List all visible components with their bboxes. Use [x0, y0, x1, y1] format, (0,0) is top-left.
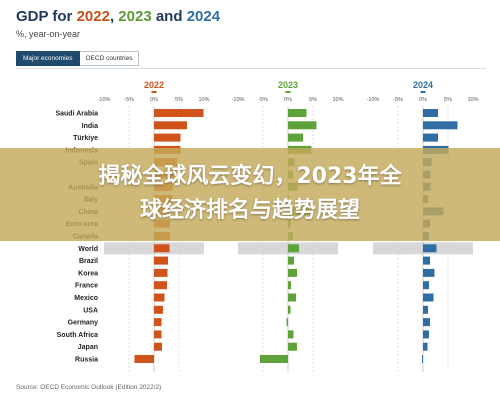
x-tick-label: 5%: [175, 97, 183, 103]
bar-2022: [134, 355, 154, 363]
chart-title: GDP for 2022, 2023 and 2024: [16, 8, 220, 25]
bar-2024: [423, 305, 428, 314]
banner-line-2: 球经济排名与趋势展望: [139, 198, 360, 223]
bar-2024: [423, 293, 434, 302]
category-label: Korea: [78, 270, 98, 277]
bar-2024: [423, 330, 429, 339]
bar-2023: [288, 305, 291, 314]
banner-line-1: 揭秘全球风云变幻，2023年全: [98, 164, 402, 189]
series-label-2023: 2023: [278, 80, 298, 90]
x-tick-label: 0%: [284, 97, 292, 103]
bar-2023: [260, 355, 288, 363]
bar-2024: [423, 281, 429, 290]
category-label: India: [82, 123, 98, 130]
series-label-2024: 2024: [413, 80, 433, 90]
x-tick-label: -5%: [393, 97, 403, 103]
bar-2023: [288, 256, 294, 265]
title-separator-1: ,: [109, 8, 119, 25]
series-marker-2022: [151, 91, 157, 93]
category-label: Brazil: [79, 258, 98, 265]
bar-2022: [154, 281, 167, 290]
x-tick-label: -5%: [258, 97, 268, 103]
bar-2022: [154, 268, 168, 277]
bar-2022: [154, 244, 170, 253]
title-year-2022: 2022: [76, 8, 110, 25]
bar-2022: [154, 133, 181, 142]
bar-2023: [288, 342, 297, 351]
x-tick-label: 0%: [419, 97, 427, 103]
overlay-banner: [0, 148, 500, 241]
bar-2023: [288, 109, 307, 117]
bar-2023: [288, 281, 291, 290]
bar-2024: [423, 256, 430, 265]
economy-tabs: Major economies OECD countries: [16, 51, 140, 66]
bar-2024: [423, 318, 430, 327]
bar-2023: [288, 293, 296, 302]
bar-2024: [423, 109, 438, 117]
bar-2024: [422, 355, 423, 363]
x-tick-label: 5%: [444, 97, 452, 103]
tab-major-economies[interactable]: Major economies: [16, 51, 80, 66]
bar-2024: [423, 268, 435, 277]
chart-subtitle: %, year-on-year: [16, 29, 81, 39]
title-separator-2: and: [151, 8, 187, 25]
bar-2023: [288, 268, 297, 277]
x-tick-label: 10%: [198, 97, 209, 103]
x-tick-label: -5%: [124, 97, 134, 103]
bar-2024: [423, 133, 438, 142]
source-note: Source: OECD Economic Outlook (Edition 2…: [16, 384, 162, 391]
x-tick-label: 10%: [467, 97, 478, 103]
bar-2022: [154, 305, 163, 314]
category-label: South Africa: [57, 332, 98, 339]
bar-2022: [154, 342, 162, 351]
bar-2024: [423, 244, 437, 253]
bar-2024: [423, 121, 458, 130]
x-tick-label: 10%: [332, 97, 343, 103]
category-label: USA: [83, 307, 98, 314]
tabs-divider: [16, 68, 486, 69]
bar-2024: [423, 342, 428, 351]
category-label: Germany: [68, 320, 98, 327]
bar-2022: [154, 121, 187, 130]
bar-2023: [288, 244, 299, 253]
category-label: Russia: [75, 357, 98, 364]
bar-2022: [154, 330, 162, 339]
category-label: France: [75, 283, 98, 290]
bar-2022: [154, 109, 204, 117]
category-label: World: [78, 246, 98, 253]
category-label: Japan: [78, 344, 98, 351]
series-marker-2024: [420, 91, 426, 93]
bar-2023: [288, 133, 303, 142]
x-tick-label: -10%: [98, 97, 111, 103]
bar-2022: [154, 318, 162, 327]
category-label: Türkiye: [73, 135, 98, 142]
title-year-2023: 2023: [118, 8, 152, 25]
title-prefix: GDP for: [16, 8, 77, 25]
title-year-2024: 2024: [186, 8, 221, 25]
bar-2023: [288, 330, 294, 339]
overlay-banner-text: 揭秘全球风云变幻，2023年全 球经济排名与趋势展望: [0, 160, 500, 228]
x-tick-label: -10%: [367, 97, 380, 103]
bar-2023: [286, 318, 288, 327]
category-label: Saudi Arabia: [55, 111, 98, 118]
bar-2022: [154, 256, 168, 265]
bar-2023: [288, 121, 317, 130]
x-tick-label: -10%: [232, 97, 245, 103]
x-tick-label: 0%: [150, 97, 158, 103]
series-marker-2023: [285, 91, 291, 93]
tab-oecd-countries[interactable]: OECD countries: [79, 51, 140, 66]
category-label: Mexico: [74, 295, 98, 302]
series-label-2022: 2022: [144, 80, 164, 90]
x-tick-label: 5%: [309, 97, 317, 103]
bar-2022: [154, 293, 165, 302]
